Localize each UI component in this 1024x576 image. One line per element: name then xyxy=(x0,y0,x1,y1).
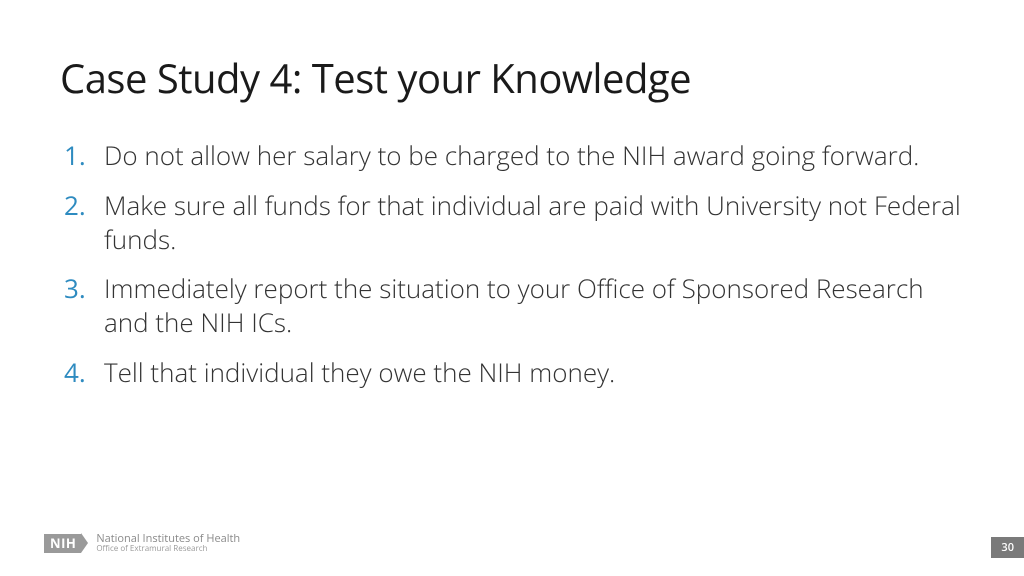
slide-title: Case Study 4: Test your Knowledge xyxy=(60,50,964,105)
nih-logo: NIH National Institutes of Health Office… xyxy=(44,533,240,553)
list-item: Do not allow her salary to be charged to… xyxy=(60,139,964,173)
page-number-badge: 30 xyxy=(991,537,1024,558)
numbered-list: Do not allow her salary to be charged to… xyxy=(60,139,964,390)
chevron-right-icon xyxy=(81,533,88,553)
list-item: Make sure all funds for that individual … xyxy=(60,189,964,257)
nih-logo-text: National Institutes of Health Office of … xyxy=(96,533,240,553)
slide-footer: NIH National Institutes of Health Office… xyxy=(44,528,1024,558)
slide-container: Case Study 4: Test your Knowledge Do not… xyxy=(0,0,1024,576)
nih-badge-icon: NIH xyxy=(44,533,88,553)
nih-abbrev: NIH xyxy=(44,534,81,553)
list-item: Tell that individual they owe the NIH mo… xyxy=(60,356,964,390)
list-item: Immediately report the situation to your… xyxy=(60,272,964,340)
nih-office: Office of Extramural Research xyxy=(96,545,240,553)
